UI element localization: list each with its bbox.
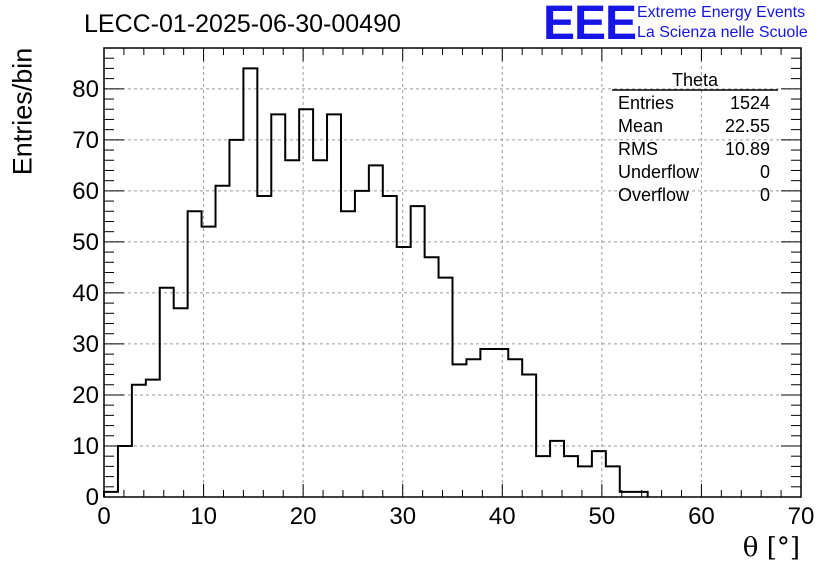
stats-label: Entries [618,93,675,113]
histogram-bin [355,191,369,497]
y-tick-label: 10 [72,433,99,460]
x-tick-label: 60 [688,503,715,530]
histogram-bin [634,492,648,497]
histogram-bin [550,441,564,497]
stats-value: 1524 [729,93,770,113]
stats-value: 0 [759,162,770,182]
y-tick-label: 20 [72,382,99,409]
histogram-bin [369,165,383,497]
stats-title: Theta [671,70,719,90]
y-tick-label: 70 [72,127,99,154]
histogram-bin [271,114,285,497]
histogram-bin [466,359,480,497]
histogram-bin [132,385,146,497]
histogram-bin [160,288,174,497]
histogram-bin [257,196,271,497]
x-tick-label: 20 [290,503,317,530]
y-tick-label: 40 [72,280,99,307]
histogram-bin [536,456,550,497]
histogram-bin [146,380,160,497]
histogram-bin [578,466,592,497]
histogram-bin [453,364,467,497]
histogram-bin [118,446,132,497]
histogram-bin [104,492,118,497]
histogram-bin [188,211,202,497]
logo-line-2: La Scienza nelle Scuole [637,24,808,41]
stats-label: RMS [618,139,658,159]
eee-logo: EEE [543,0,637,50]
x-tick-label: 0 [97,503,110,530]
histogram-bin [216,186,230,497]
y-tick-label: 60 [72,178,99,205]
stats-label: Overflow [618,185,690,205]
histogram-bin [592,451,606,497]
stats-value: 0 [759,185,770,205]
x-tick-label: 30 [389,503,416,530]
stats-value: 10.89 [724,139,770,159]
x-tick-label: 40 [489,503,516,530]
histogram-bin [606,466,620,497]
y-axis-label: Entries/bin [7,47,38,176]
histogram-bin [480,349,494,497]
histogram-bin [439,278,453,497]
x-tick-label: 70 [788,503,815,530]
histogram-bin [285,160,299,497]
y-tick-label: 50 [72,229,99,256]
histogram-bin [341,211,355,497]
x-tick-label: 50 [589,503,616,530]
histogram-outline [103,67,649,497]
x-axis-label: θ [°] [742,533,800,563]
chart-title: LECC-01-2025-06-30-00490 [84,10,401,38]
histogram-bin [313,160,327,497]
histogram-bin [174,308,188,497]
y-tick-label: 30 [72,331,99,358]
histogram-bin [383,196,397,497]
x-tick-label: 10 [190,503,217,530]
histogram-bin [522,375,536,497]
stats-label: Underflow [618,162,700,182]
histogram-bin [508,359,522,497]
logo-line-1: Extreme Energy Events [637,4,806,21]
stats-label: Mean [618,116,664,136]
histogram-bin [229,140,243,497]
histogram-bin [243,68,257,497]
histogram-bin [411,206,425,497]
histogram-bin [202,227,216,497]
histogram-bin [425,257,439,497]
histogram-bin [299,109,313,497]
histogram-bin [397,247,411,497]
histogram-bin [564,456,578,497]
y-tick-label: 80 [72,76,99,103]
histogram-bin [494,349,508,497]
stats-value: 22.55 [724,116,770,136]
y-tick-label: 0 [86,484,99,511]
histogram-bin [327,114,341,497]
